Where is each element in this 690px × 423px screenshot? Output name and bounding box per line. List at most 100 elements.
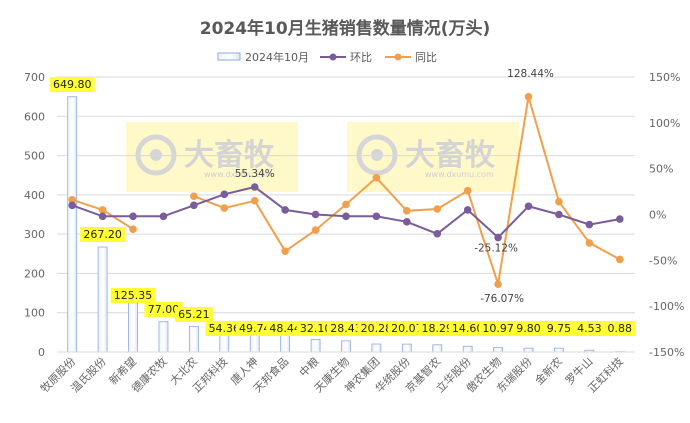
bar xyxy=(128,302,138,353)
tongbi-point xyxy=(555,197,563,206)
bar-value-label-bg xyxy=(357,321,396,336)
annotation-label: 55.34% xyxy=(235,168,275,180)
huanbi-point xyxy=(615,215,624,223)
tongbi-point xyxy=(585,239,594,247)
tongbi-point xyxy=(98,206,107,214)
watermark-logo-dot xyxy=(371,149,383,161)
huanbi-point xyxy=(68,201,77,210)
huanbi-point xyxy=(463,206,472,214)
huanbi-point xyxy=(250,183,259,191)
bar-value-label-bg xyxy=(144,302,183,317)
bar xyxy=(432,344,443,353)
watermark-logo-dot xyxy=(150,149,162,161)
line-series-tongbi xyxy=(68,92,624,289)
bar-value-label-bg xyxy=(205,321,244,336)
bar xyxy=(188,325,199,353)
tongbi-point xyxy=(615,255,624,264)
huanbi-point xyxy=(585,220,594,229)
legend-label-bar: 2024年10月 xyxy=(245,50,309,64)
tongbi-point xyxy=(342,200,350,209)
bar xyxy=(341,340,351,353)
y-left-tick-label: 500 xyxy=(24,150,45,163)
huanbi-point xyxy=(524,202,533,211)
huanbi-point xyxy=(372,212,381,221)
legend-swatch-bar xyxy=(217,52,241,61)
bar-value-label-bg xyxy=(573,321,605,336)
legend: 2024年10月 环比 同比 xyxy=(217,50,437,64)
bar-value-label-bg xyxy=(296,321,335,336)
bar-value-label-bg xyxy=(512,321,545,336)
bar xyxy=(554,347,564,353)
y-left-tick-label: 0 xyxy=(38,346,45,359)
bar-value-label-bg xyxy=(604,321,636,336)
watermark-url: www.dxumu.com xyxy=(204,170,273,179)
huanbi-point xyxy=(190,201,198,210)
y-left-tick-label: 600 xyxy=(24,110,45,123)
annotations: 55.34% -25.12% -76.07% 128.44% xyxy=(235,68,554,305)
tongbi-point xyxy=(311,226,320,234)
bar xyxy=(401,343,412,353)
bar xyxy=(158,321,169,353)
bar-value-label-bg xyxy=(543,321,575,336)
bar-value-label: 9.80 xyxy=(516,322,541,335)
bar-value-label-bg xyxy=(174,307,213,322)
huanbi-point xyxy=(281,206,289,214)
y-axis-left: 0 100 200 300 400 500 600 700 xyxy=(24,71,45,359)
annotation-label: -76.07% xyxy=(480,293,524,305)
bar-value-label: 267.20 xyxy=(83,228,122,241)
bar xyxy=(97,246,108,353)
bar-value-label: 32.10 xyxy=(300,322,332,335)
bar-value-labels: 649.80 267.20 125.3577.0065.2154.3649.7448… xyxy=(49,77,636,336)
bar-value-label-bg xyxy=(110,288,156,303)
bar-value-label: 0.88 xyxy=(608,322,633,335)
bar-value-label-bg xyxy=(327,321,365,336)
line-series-huanbi xyxy=(68,183,624,242)
bar xyxy=(462,345,473,353)
y-left-tick-label: 700 xyxy=(24,71,45,84)
legend-marker-huanbi xyxy=(329,53,337,61)
bar-value-label: 125.35 xyxy=(114,289,153,302)
bar-value-label: 4.53 xyxy=(577,322,602,335)
legend-label-tongbi: 同比 xyxy=(415,51,437,64)
watermark-logo-icon xyxy=(135,134,177,176)
bar-value-label-bg xyxy=(266,321,305,336)
bar-value-label: 14.60 xyxy=(452,322,484,335)
y-right-tick-label: 50% xyxy=(649,163,673,176)
huanbi-point xyxy=(98,212,107,221)
tongbi-point xyxy=(372,174,381,182)
bar xyxy=(310,338,321,353)
y-axis-right: -150% -100% -50% 0% 50% 100% 150% xyxy=(649,71,684,359)
huanbi-point xyxy=(342,212,350,221)
tongbi-point xyxy=(524,92,533,101)
tongbi-point xyxy=(220,204,229,212)
bar-value-label-bg xyxy=(448,321,487,336)
bar-value-label: 20.07 xyxy=(391,322,423,335)
bar-value-label: 65.21 xyxy=(178,308,210,321)
bar xyxy=(523,347,534,353)
chart-title: 2024年10月生猪销售数量情况(万头) xyxy=(200,18,491,39)
tongbi-point xyxy=(433,205,442,213)
huanbi-point xyxy=(159,212,168,221)
y-right-tick-label: 150% xyxy=(649,71,680,84)
huanbi-point xyxy=(311,210,320,219)
y-right-tick-label: 0% xyxy=(649,209,666,222)
bar-value-label: 649.80 xyxy=(53,78,92,91)
bar-value-label-bg xyxy=(387,321,426,336)
huanbi-point xyxy=(220,190,229,199)
bar-value-label-bg xyxy=(418,321,457,336)
bar-value-label-bg xyxy=(479,321,518,336)
tongbi-point xyxy=(403,207,411,215)
tongbi-point xyxy=(129,225,137,233)
huanbi-point xyxy=(403,218,411,226)
tongbi-point xyxy=(494,280,502,289)
tongbi-point xyxy=(190,192,198,200)
bar-value-label-bg xyxy=(80,227,126,242)
bar xyxy=(493,347,504,353)
y-right-tick-label: 100% xyxy=(649,117,680,130)
y-right-tick-label: -100% xyxy=(649,300,684,313)
